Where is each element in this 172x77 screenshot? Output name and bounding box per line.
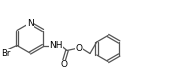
Text: O: O bbox=[61, 60, 67, 69]
Text: N: N bbox=[27, 18, 33, 27]
Text: O: O bbox=[76, 44, 83, 53]
Text: NH: NH bbox=[49, 41, 63, 50]
Text: Br: Br bbox=[1, 49, 11, 58]
